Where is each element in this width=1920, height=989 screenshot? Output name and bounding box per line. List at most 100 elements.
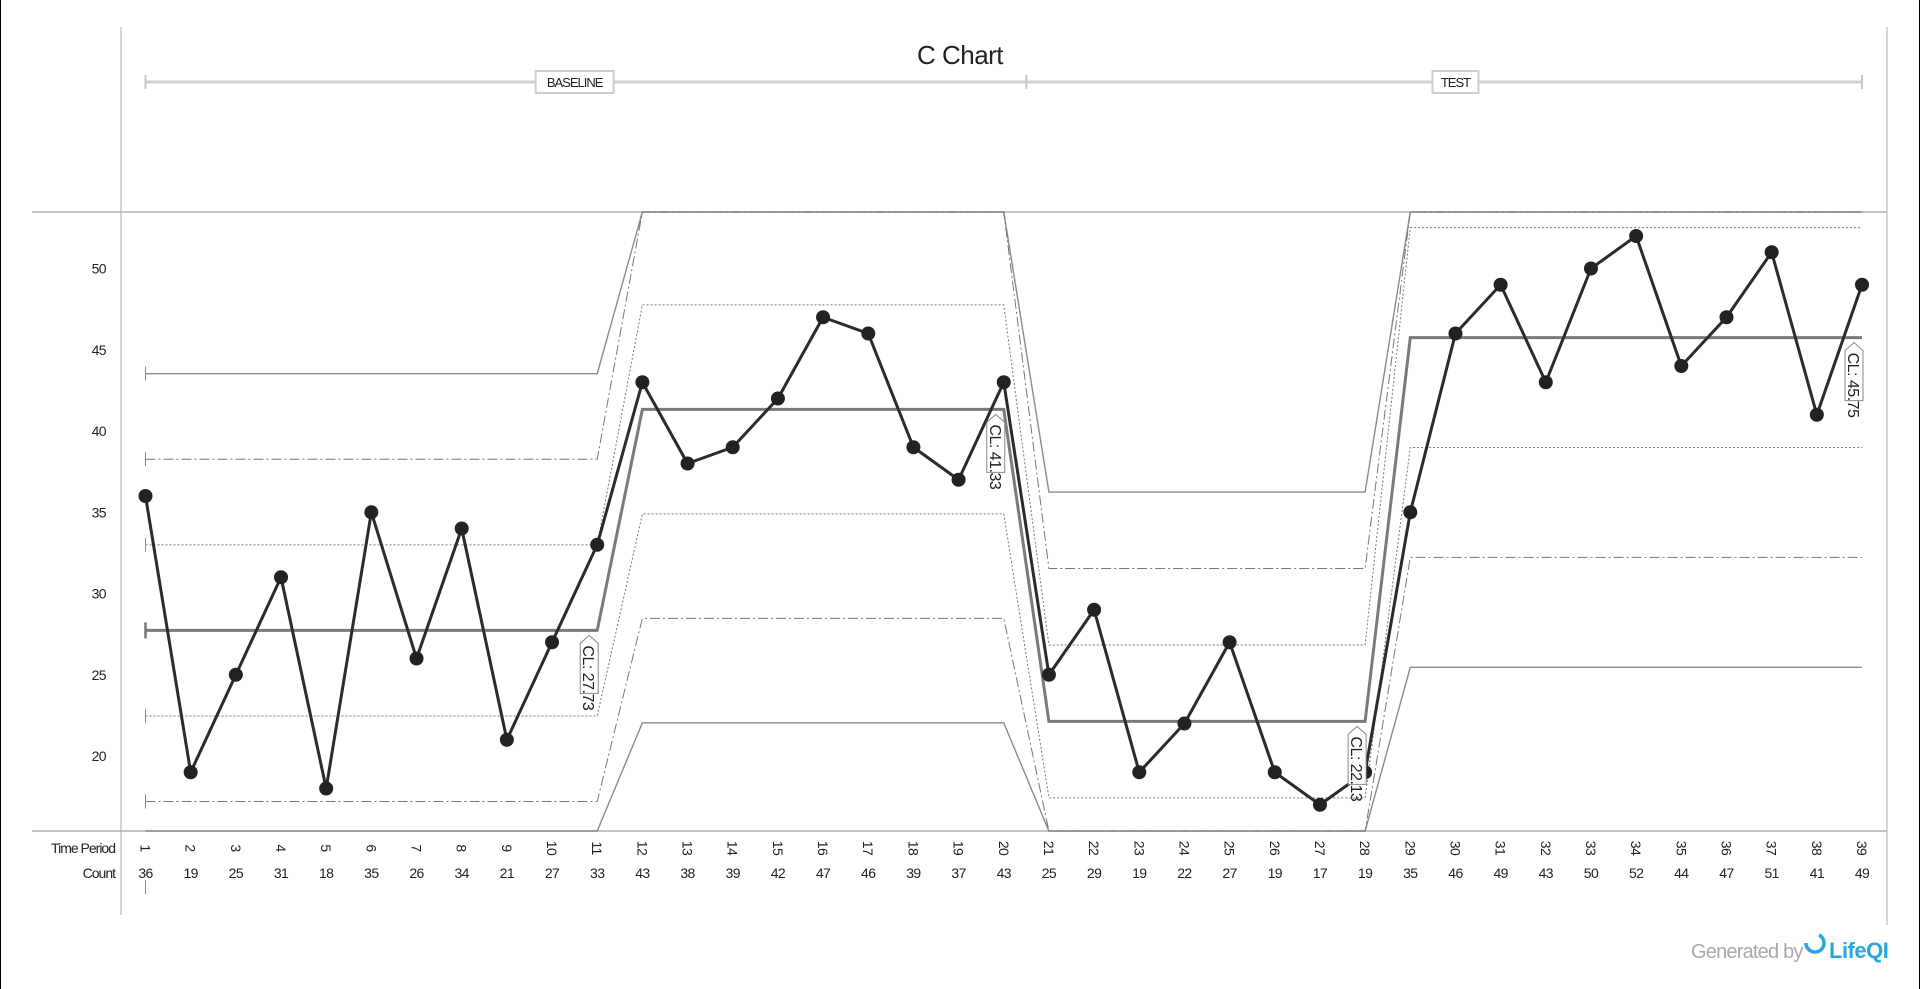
- data-point: [861, 326, 876, 341]
- x-tick-label: 5: [318, 844, 334, 852]
- count-value-label: 21: [500, 865, 515, 881]
- count-value-label: 35: [1403, 865, 1418, 881]
- phase-label-box: [1431, 70, 1480, 94]
- x-tick-label: 4: [273, 844, 289, 852]
- data-point: [906, 440, 921, 455]
- count-value-label: 46: [1448, 865, 1463, 881]
- data-point: [138, 489, 153, 503]
- footer-credit: Generated by LifeQI: [1691, 933, 1889, 963]
- count-value-label: 39: [906, 865, 921, 881]
- count-value-label: 47: [1719, 865, 1734, 881]
- x-tick-label: 24: [1176, 841, 1192, 856]
- data-point: [1629, 229, 1644, 243]
- count-value-label: 44: [1674, 865, 1689, 881]
- data-point: [228, 667, 243, 682]
- phase-label: BASELINE: [547, 75, 604, 90]
- x-tick-label: 9: [499, 844, 515, 852]
- data-point: [1583, 261, 1598, 276]
- x-tick-label: 18: [905, 841, 921, 856]
- x-tick-label: 26: [1267, 841, 1283, 856]
- count-row-label: Count: [83, 865, 116, 881]
- center-line-label-text: CL: 45.75: [1844, 353, 1861, 418]
- center-line-label: CL: 22.13: [1347, 725, 1367, 802]
- data-point: [1493, 277, 1508, 292]
- data-point: [1403, 505, 1418, 520]
- data-point: [1855, 277, 1869, 292]
- x-tick-label: 25: [1222, 841, 1238, 856]
- data-point: [1674, 359, 1689, 373]
- count-value-label: 41: [1810, 865, 1825, 881]
- center-line-label: CL: 41.33: [986, 413, 1006, 490]
- count-value-label: 35: [364, 865, 379, 881]
- count-value-label: 34: [455, 865, 470, 881]
- brand-name: LifeQI: [1829, 938, 1888, 963]
- data-point: [1041, 667, 1056, 682]
- phase-label: TEST: [1441, 75, 1471, 90]
- chart-title: C Chart: [917, 40, 1004, 70]
- upper-control-limit: [145, 211, 1862, 493]
- center-line-labels: CL: 27.73 CL: 41.33 CL: 22.13 CL: 45.75: [579, 341, 1864, 802]
- count-value-label: 33: [590, 865, 605, 881]
- x-tick-label: 10: [544, 841, 560, 856]
- x-tick-label: 19: [951, 841, 967, 856]
- center-line-label-text: CL: 41.33: [986, 424, 1003, 489]
- data-point: [183, 765, 198, 780]
- x-tick-label: 35: [1673, 841, 1689, 856]
- y-tick-label: 25: [92, 667, 107, 683]
- count-value-label: 18: [319, 865, 334, 881]
- data-point: [454, 521, 469, 536]
- data-point: [1132, 765, 1147, 780]
- lower-control-limit: [145, 666, 1862, 832]
- x-tick-label: 27: [1312, 841, 1328, 856]
- data-point: [1538, 375, 1553, 390]
- y-tick-label: 20: [92, 748, 107, 764]
- count-value-label: 43: [997, 865, 1012, 881]
- x-tick-label: 7: [409, 844, 425, 852]
- data-point: [996, 375, 1011, 390]
- x-tick-label: 38: [1809, 841, 1825, 856]
- x-tick-label: 16: [815, 841, 831, 856]
- x-tick-label: 31: [1493, 841, 1509, 856]
- count-value-label: 52: [1629, 865, 1644, 881]
- data-point: [1222, 635, 1237, 650]
- data-point: [951, 472, 966, 487]
- x-tick-label: 37: [1764, 841, 1780, 856]
- count-value-label: 27: [1222, 865, 1237, 881]
- count-value-label: 25: [229, 865, 244, 881]
- data-point: [319, 781, 334, 796]
- data-point: [1809, 407, 1824, 422]
- data-point: [1448, 326, 1463, 341]
- y-tick-label: 50: [92, 261, 107, 277]
- count-value-label: 43: [635, 865, 650, 881]
- data-point: [1312, 797, 1327, 812]
- x-tick-label: 22: [1086, 841, 1102, 856]
- center-line-label-text: CL: 27.73: [579, 645, 596, 710]
- x-tick-label: 1: [138, 844, 154, 852]
- count-value-label: 47: [816, 865, 831, 881]
- phase-bar: BASELINE TEST: [144, 70, 1863, 94]
- time-period-row-label: Time Period: [51, 840, 115, 856]
- center-line-label-tag: [1844, 341, 1864, 402]
- y-tick-label: 30: [92, 586, 107, 602]
- count-value-label: 29: [1087, 865, 1102, 881]
- data-point: [409, 651, 424, 666]
- data-point: [590, 537, 605, 552]
- center-line-label-text: CL: 22.13: [1347, 736, 1364, 801]
- count-value-label: 27: [545, 865, 560, 881]
- count-value-label: 19: [1132, 865, 1147, 881]
- data-point: [816, 310, 831, 325]
- control-limit-lines: [145, 211, 1862, 895]
- y-tick-label: 35: [92, 504, 107, 520]
- x-tick-label: 13: [680, 841, 696, 856]
- data-point: [364, 505, 379, 520]
- data-point: [725, 440, 740, 455]
- x-tick-label: 21: [1041, 841, 1057, 856]
- count-value-label: 26: [409, 865, 424, 881]
- count-value-label: 49: [1855, 865, 1870, 881]
- x-tick-label: 29: [1402, 841, 1418, 856]
- x-tick-label: 39: [1854, 841, 1870, 856]
- count-value-label: 46: [861, 865, 876, 881]
- x-tick-label: 12: [634, 841, 650, 856]
- count-value-label: 49: [1493, 865, 1508, 881]
- upper-1-sigma-limit: [145, 227, 1862, 646]
